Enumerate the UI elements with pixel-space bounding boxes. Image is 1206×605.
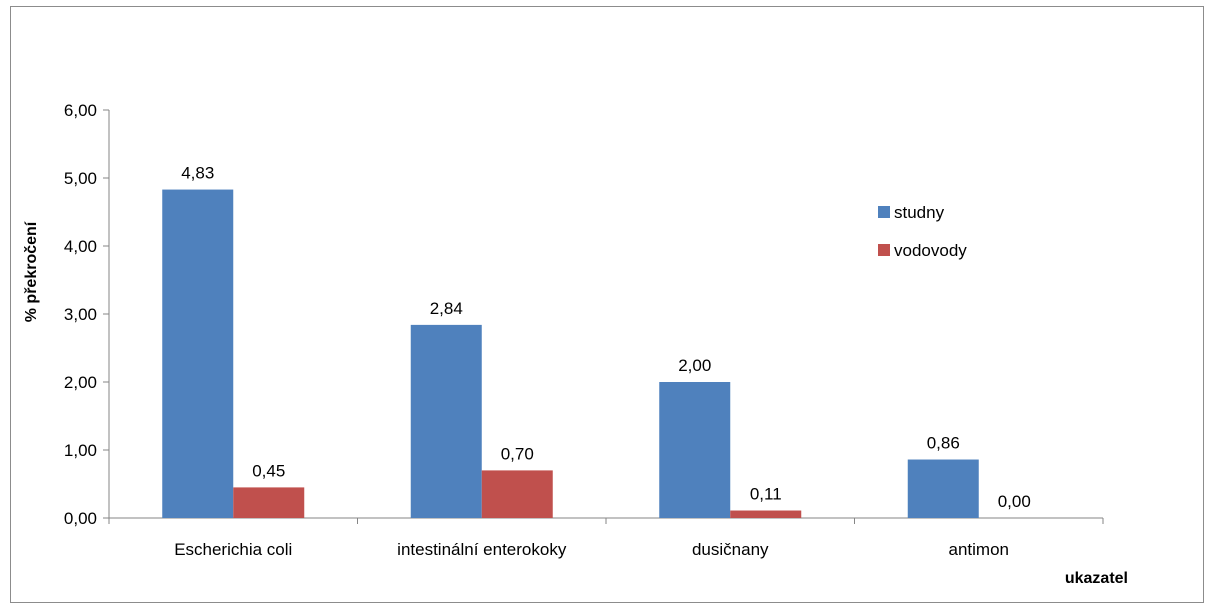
category-label: antimon [949,540,1009,559]
data-label-vodovody: 0,00 [998,492,1031,511]
plot-area: 0,00 1,00 2,00 3,00 4,00 5,00 6,00 4,83 0,45 Esch… [64,101,1104,559]
bar-vodovody [730,510,802,518]
legend-label-studny: studny [894,203,945,222]
bar-vodovody [233,487,305,518]
bar-studny [410,324,482,518]
y-tick-label: 6,00 [64,101,97,120]
chart-frame [10,6,1204,603]
legend-swatch-vodovody [878,244,890,256]
category-label: dusičnany [692,540,769,559]
category-label: Escherichia coli [174,540,292,559]
bar-studny [162,189,234,518]
y-tick-label: 3,00 [64,305,97,324]
bar-studny [659,382,731,518]
y-tick-label: 5,00 [64,169,97,188]
x-axis-title: ukazatel [1065,570,1128,587]
data-label-studny: 2,84 [430,299,463,318]
data-label-studny: 2,00 [678,356,711,375]
data-label-vodovody: 0,11 [750,485,782,504]
data-label-studny: 4,83 [181,164,214,183]
y-tick-label: 1,00 [64,441,97,460]
legend: studny vodovody [878,203,967,260]
legend-label-vodovody: vodovody [894,241,967,260]
category-label: intestinální enterokoky [397,540,567,559]
data-label-vodovody: 0,45 [252,461,285,480]
y-tick-label: 4,00 [64,237,97,256]
data-label-studny: 0,86 [927,434,960,453]
bar-studny [907,459,979,518]
y-tick-label: 2,00 [64,373,97,392]
bar-vodovody [481,470,553,518]
legend-swatch-studny [878,206,890,218]
data-label-vodovody: 0,70 [501,444,534,463]
y-tick-label: 0,00 [64,509,97,528]
y-axis-title: % překročení [23,221,40,322]
